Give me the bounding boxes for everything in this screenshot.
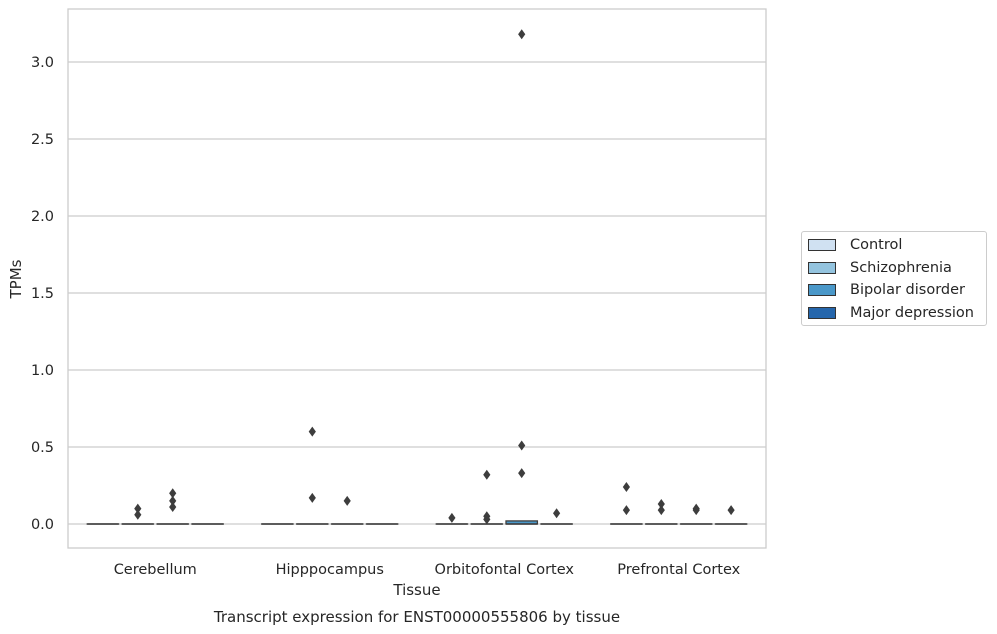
- y-tick-label: 2.0: [31, 209, 54, 225]
- outlier-point: [483, 469, 491, 480]
- outlier-point: [622, 505, 630, 516]
- outlier-point: [657, 505, 665, 516]
- y-axis-label: TPMs: [7, 259, 25, 299]
- legend-item: Major depression: [808, 303, 974, 323]
- outlier-point: [134, 503, 142, 514]
- legend-label: Major depression: [850, 304, 974, 321]
- gridlines: [68, 61, 766, 525]
- outlier-point: [308, 426, 316, 437]
- legend-label: Bipolar disorder: [850, 282, 965, 298]
- legend-item: Bipolar disorder: [808, 280, 965, 300]
- y-tick-label: 0.5: [31, 440, 54, 456]
- y-tick-label: 2.5: [31, 132, 54, 148]
- outlier-point: [518, 29, 526, 40]
- outlier-point: [727, 505, 735, 516]
- legend-label: Schizophrenia: [850, 259, 952, 276]
- outlier-point: [657, 498, 665, 509]
- x-tick-label: Cerebellum: [114, 562, 197, 578]
- legend-swatch: [808, 239, 836, 251]
- outlier-point: [622, 482, 630, 493]
- y-tick-label: 1.0: [31, 363, 54, 379]
- x-tick-label: Prefrontal Cortex: [617, 562, 740, 578]
- x-tick-label: Hipppocampus: [276, 562, 384, 578]
- outlier-point: [169, 495, 177, 506]
- y-tick-labels: 0.0 0.5 1.0 1.5 2.0 2.5 3.0: [31, 55, 54, 533]
- outlier-point: [308, 492, 316, 503]
- legend-item: Control: [808, 235, 902, 255]
- y-tick-label: 0.0: [31, 517, 54, 533]
- outlier-point: [553, 508, 561, 519]
- outlier-point: [483, 514, 491, 525]
- outlier-point: [134, 509, 142, 520]
- legend-swatch: [808, 284, 836, 296]
- legend-label: Control: [850, 237, 903, 253]
- outlier-point: [169, 488, 177, 499]
- x-tick-labels: Cerebellum Hipppocampus Orbitofontal Corte…: [114, 562, 741, 578]
- y-tick-label: 3.0: [31, 55, 54, 71]
- y-tick-label: 1.5: [31, 286, 54, 302]
- legend: Control Schizophrenia Bipolar disorder Majo…: [801, 231, 987, 326]
- chart-title: Transcript expression for ENST0000055580…: [213, 608, 620, 626]
- outliers: [134, 29, 735, 525]
- legend-item: Schizophrenia: [808, 258, 952, 278]
- outlier-point: [518, 440, 526, 451]
- outlier-point: [692, 505, 700, 516]
- legend-swatch: [808, 306, 836, 319]
- outlier-point: [169, 502, 177, 513]
- x-axis-label: Tissue: [392, 581, 440, 599]
- x-tick-label: Orbitofontal Cortex: [435, 562, 575, 578]
- outlier-point: [448, 512, 456, 523]
- plot-frame: [67, 8, 767, 549]
- legend-swatch: [808, 261, 836, 274]
- outlier-point: [518, 468, 526, 479]
- outlier-point: [343, 495, 351, 506]
